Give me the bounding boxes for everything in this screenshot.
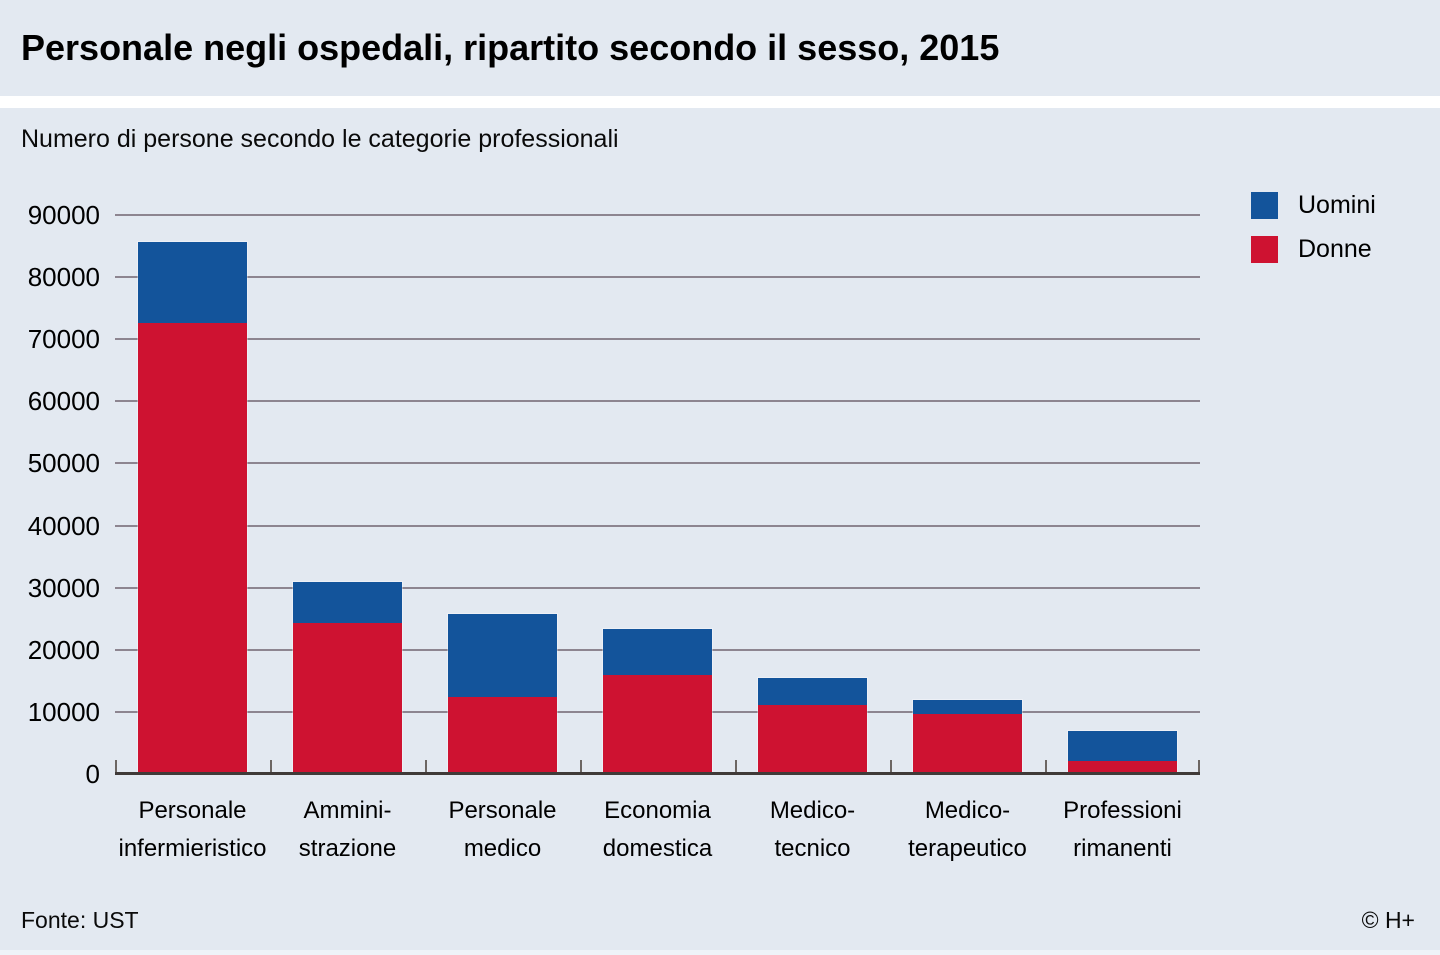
- bar-segment-uomini: [758, 678, 867, 705]
- x-axis-label-professioni-rimanenti: Professioni rimanenti: [1018, 792, 1228, 868]
- bar-segment-donne: [913, 714, 1022, 773]
- bar-segment-donne: [138, 322, 247, 773]
- chart-subtitle: Numero di persone secondo le categorie p…: [21, 125, 619, 153]
- y-axis-label-20000: 20000: [27, 634, 100, 665]
- x-axis-label-line: Personale: [138, 797, 247, 824]
- bar-segment-uomini: [1068, 730, 1177, 761]
- x-axis-label-line: domestica: [602, 835, 713, 862]
- legend-item-donne: Donne: [1251, 236, 1376, 263]
- y-axis-label-30000: 30000: [27, 572, 100, 603]
- x-axis-tick: [580, 760, 582, 774]
- gridline-30000: [115, 586, 1200, 589]
- bar-segment-uomini: [603, 629, 712, 675]
- gridline-40000: [115, 524, 1200, 527]
- legend-label-donne: Donne: [1298, 235, 1372, 263]
- x-axis-label-medico-tecnico: Medico-tecnico: [708, 792, 918, 868]
- y-axis-label-50000: 50000: [27, 448, 100, 479]
- bar-segment-donne: [603, 674, 712, 773]
- bar-personale-infermieristico: [137, 241, 248, 774]
- x-axis-label-line: strazione: [298, 835, 397, 862]
- x-axis-label-medico-terapeutico: Medico-terapeutico: [863, 792, 1073, 868]
- x-axis-tick: [890, 760, 892, 774]
- x-axis-label-personale-infermieristico: Personale infermieristico: [88, 792, 298, 868]
- x-axis-label-line: terapeutico: [908, 835, 1027, 862]
- x-axis-label-line: Economia: [604, 797, 711, 824]
- y-axis-label-90000: 90000: [27, 200, 100, 230]
- x-axis-tick: [735, 760, 737, 774]
- x-axis-label-personale-medico: Personale medico: [398, 792, 608, 868]
- x-axis-label-line: Medico-: [924, 797, 1011, 824]
- y-axis-label-80000: 80000: [27, 262, 100, 293]
- x-axis-tick: [1198, 760, 1200, 774]
- header-divider: [0, 96, 1440, 108]
- y-axis-label-70000: 70000: [27, 324, 100, 355]
- bar-segment-uomini: [913, 699, 1022, 715]
- bar-medico-tecnico: [757, 677, 868, 774]
- x-axis-label-line: medico: [463, 835, 542, 862]
- x-axis-tick: [425, 760, 427, 774]
- legend-item-uomini: Uomini: [1251, 192, 1376, 219]
- x-axis-tick: [270, 760, 272, 774]
- bar-ammini-strazione: [292, 581, 403, 774]
- x-axis-label-economia-domestica: Economia domestica: [553, 792, 763, 868]
- y-axis-label-10000: 10000: [27, 696, 100, 727]
- legend-label-uomini: Uomini: [1298, 191, 1376, 219]
- header-band: Personale negli ospedali, ripartito seco…: [0, 0, 1440, 96]
- bar-segment-uomini: [293, 582, 402, 623]
- y-axis-label-0: 0: [85, 759, 100, 789]
- legend-swatch-uomini: [1251, 192, 1278, 219]
- y-axis-label-60000: 60000: [27, 386, 100, 417]
- gridline-90000: [115, 214, 1200, 216]
- bar-segment-uomini: [138, 242, 247, 323]
- bar-segment-uomini: [448, 614, 557, 697]
- x-axis-tick: [115, 760, 117, 774]
- bar-segment-donne: [448, 696, 557, 773]
- x-axis-label-ammini-strazione: Ammini-strazione: [243, 792, 453, 868]
- x-axis-label-line: Medico-: [769, 797, 856, 824]
- x-axis-line: [115, 772, 1200, 775]
- bar-segment-donne: [1068, 760, 1177, 773]
- legend: Uomini Donne: [1251, 192, 1376, 263]
- bar-segment-donne: [758, 704, 867, 773]
- x-axis-tick: [1045, 760, 1047, 774]
- gridline-60000: [115, 400, 1200, 403]
- x-axis-label-line: Ammini-: [303, 797, 392, 824]
- bottom-edge-strip: [0, 950, 1440, 955]
- copyright-note: © H+: [1361, 907, 1415, 933]
- bar-professioni-rimanenti: [1067, 729, 1178, 774]
- bar-personale-medico: [447, 613, 558, 774]
- x-axis-label-line: infermieristico: [118, 835, 267, 862]
- x-axis-label-line: Personale: [448, 797, 557, 824]
- x-axis-label-line: tecnico: [774, 835, 851, 862]
- x-axis-label-line: Professioni: [1063, 797, 1182, 824]
- gridline-50000: [115, 462, 1200, 465]
- bar-medico-terapeutico: [912, 698, 1023, 774]
- gridline-70000: [115, 338, 1200, 341]
- legend-swatch-donne: [1251, 236, 1278, 263]
- bar-segment-donne: [293, 622, 402, 773]
- bar-economia-domestica: [602, 628, 713, 774]
- gridline-80000: [115, 276, 1200, 279]
- chart-title: Personale negli ospedali, ripartito seco…: [21, 27, 1000, 68]
- source-note: Fonte: UST: [21, 907, 139, 933]
- y-axis-label-40000: 40000: [27, 510, 100, 541]
- x-axis-label-line: rimanenti: [1073, 835, 1172, 862]
